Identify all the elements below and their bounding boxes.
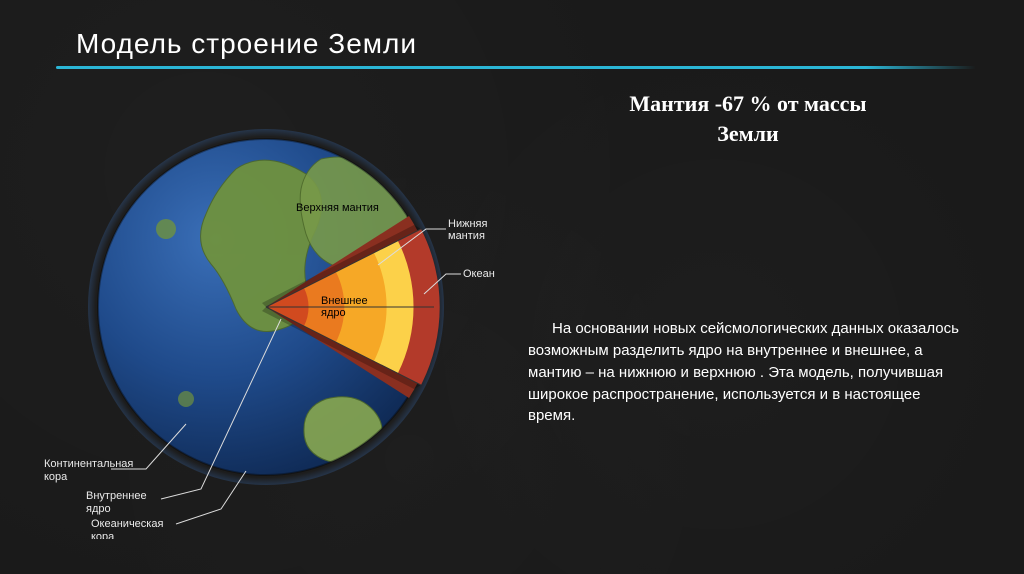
label-upper-mantle: Верхняя мантия — [296, 202, 379, 214]
label-inner-core: Внутреннее ядро — [86, 490, 150, 515]
label-ocean: Океан — [463, 268, 495, 280]
text-block: Мантия -67 % от массы Земли На основании… — [528, 89, 968, 427]
subtitle: Мантия -67 % от массы Земли — [528, 89, 968, 148]
label-lower-mantle: Нижняя мантия — [448, 218, 491, 242]
label-continental-crust: Континентальная кора — [44, 458, 136, 483]
earth-svg: Верхняя мантия Внешнее ядро — [26, 79, 506, 539]
content-area: Верхняя мантия Внешнее ядро — [56, 69, 968, 549]
body-paragraph: На основании новых сейсмологических данн… — [528, 318, 968, 427]
subtitle-line2: Земли — [717, 121, 778, 146]
earth-structure-diagram: Верхняя мантия Внешнее ядро — [26, 79, 506, 539]
subtitle-line1: Мантия -67 % от массы — [629, 91, 866, 116]
slide-title: Модель строение Земли — [76, 28, 968, 60]
slide-container: Модель строение Земли — [0, 0, 1024, 574]
label-oceanic-crust: Океаническая кора — [91, 518, 167, 539]
